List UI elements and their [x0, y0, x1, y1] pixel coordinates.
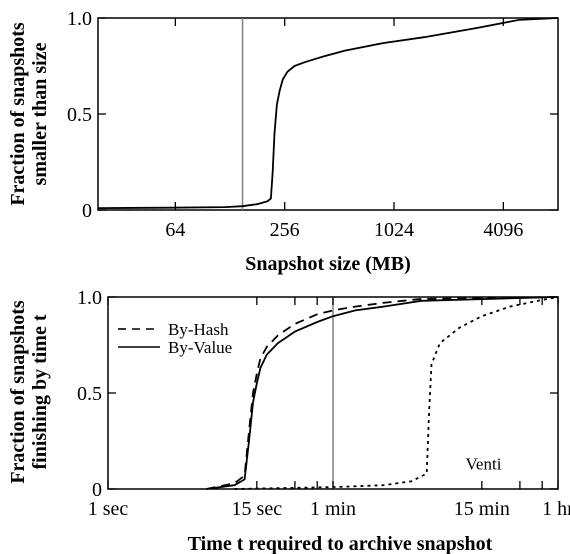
series-line-venti [234, 296, 559, 490]
y-tick-label: 1.0 [67, 8, 92, 30]
chart2-x-ticks: 1 sec 15 sec 1 min 15 min 1 hr [88, 297, 570, 520]
chart2-y-ticks: 0 0.5 1.0 [77, 287, 558, 501]
chart2-y-axis-title-line2: finishing by time t [29, 314, 51, 469]
time-cdf-chart: 1 sec 15 sec 1 min 15 min 1 hr 0 0.5 1.0 By-Ha… [7, 287, 570, 554]
x-tick-label: 256 [270, 219, 300, 241]
venti-annotation: Venti [466, 455, 502, 474]
series-line-by-hash [206, 296, 559, 490]
y-tick-label: 0.5 [77, 383, 102, 405]
legend-label-by-hash: By-Hash [168, 320, 229, 339]
chart2-series [206, 296, 559, 490]
chart1-y-axis-title-line2: smaller than size [29, 42, 51, 185]
x-tick-label: 64 [165, 219, 185, 241]
x-tick-label: 15 sec [232, 498, 283, 520]
y-tick-label: 0 [82, 200, 92, 222]
chart1-x-axis-title: Snapshot size (MB) [245, 253, 411, 275]
chart2-y-axis-title-line1: Fraction of snapshots [7, 300, 29, 484]
chart2-x-axis-title: Time t required to archive snapshot [188, 533, 493, 554]
chart1-y-ticks: 0 0.5 1.0 [67, 8, 558, 222]
series-line-1 [97, 17, 559, 209]
x-tick-label: 1024 [374, 219, 414, 241]
chart1-plot-frame [97, 17, 559, 211]
x-tick-label: 4096 [483, 219, 523, 241]
x-tick-label: 1 sec [88, 498, 129, 520]
x-tick-label: 1 hr [542, 498, 570, 520]
x-tick-label: 15 min [454, 498, 510, 520]
legend-label-by-value: By-Value [168, 338, 232, 357]
y-tick-label: 0.5 [67, 104, 92, 126]
chart1-series [97, 17, 559, 209]
size-cdf-chart: 64 256 1024 4096 0 0.5 1.0 Snapshot size (MB)… [7, 8, 559, 275]
x-tick-label: 1 min [310, 498, 356, 520]
y-tick-label: 0 [92, 479, 102, 501]
chart1-x-ticks: 64 256 1024 4096 [165, 18, 523, 241]
y-tick-label: 1.0 [77, 287, 102, 309]
chart2-legend: By-Hash By-Value [118, 320, 232, 357]
chart1-y-axis-title-line1: Fraction of snapshots [7, 22, 29, 206]
series-line-by-value [206, 296, 559, 490]
